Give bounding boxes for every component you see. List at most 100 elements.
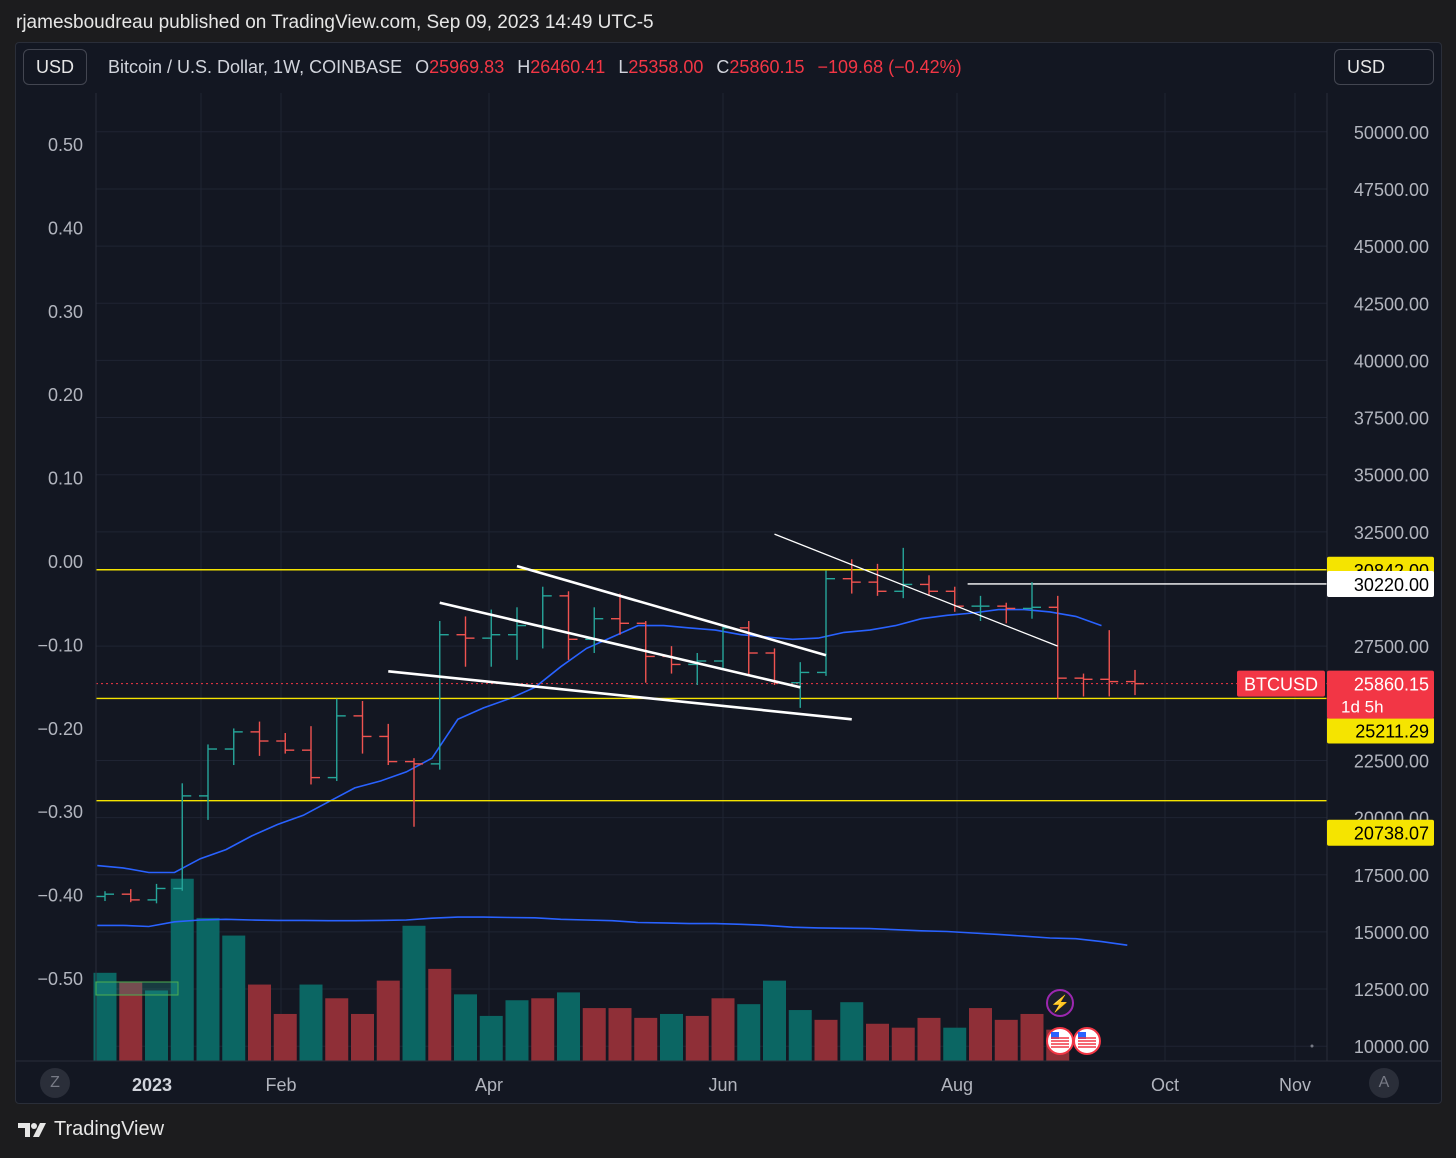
left-tick-label: −0.50 — [37, 969, 83, 989]
price-tick-label: 47500.00 — [1354, 180, 1429, 200]
left-tick-label: −0.40 — [37, 886, 83, 906]
volume-bar — [994, 1019, 1018, 1061]
moving-averages — [97, 608, 1128, 946]
ohlc-bars — [96, 547, 1144, 904]
volume-bar — [454, 994, 477, 1061]
level-tag-bg — [1327, 570, 1434, 597]
price-tick-label: 40000.00 — [1354, 351, 1429, 371]
brand-name: TradingView — [54, 1118, 165, 1140]
level-tag: 30220.00 — [1354, 575, 1429, 595]
trendline — [774, 533, 1058, 647]
volume-bar — [351, 1013, 374, 1061]
ticker-tag: BTCUSD — [1244, 675, 1318, 695]
volume-bar — [711, 998, 735, 1061]
highlight-box — [95, 981, 179, 996]
lightning-event-icon — [1046, 989, 1074, 1017]
last-price-tag-bg — [1327, 670, 1434, 719]
flag-canton — [1051, 1032, 1059, 1039]
high-value: 26460.41 — [530, 57, 606, 77]
volume-bar — [119, 982, 143, 1061]
volume-bar — [891, 1027, 915, 1061]
volume-bar — [248, 984, 271, 1061]
price-tick-label: 12500.00 — [1354, 980, 1429, 1000]
volume-bar — [814, 1019, 838, 1061]
low-value: 25358.00 — [628, 57, 704, 77]
close-value: 25860.15 — [729, 57, 805, 77]
volume-bar — [608, 1008, 632, 1061]
volume-bar — [840, 1002, 864, 1061]
price-tick-label: 17500.00 — [1354, 866, 1429, 886]
left-tick-label: 0.40 — [48, 218, 83, 238]
ticker-tag-bg — [1237, 670, 1325, 697]
trendline — [439, 601, 801, 689]
volume-bar — [660, 1013, 683, 1061]
volume-bar — [222, 935, 246, 1061]
zoom-z-button[interactable]: Z — [40, 1068, 70, 1098]
volume-bar — [273, 1013, 297, 1061]
left-tick-label: −0.10 — [37, 635, 83, 655]
volume-bar — [685, 1015, 709, 1061]
price-tick-label: 50000.00 — [1354, 123, 1429, 143]
price-tick-label: 42500.00 — [1354, 294, 1429, 314]
volume-bar — [788, 1010, 812, 1061]
footer-brand: TradingView — [18, 1118, 164, 1141]
axes: 50000.00 47500.00 45000.00 42500.00 40000.00… — [16, 93, 1441, 1095]
time-tick-label: Aug — [941, 1075, 973, 1095]
left-tick-label: 0.10 — [48, 469, 83, 489]
price-tick-label: 27500.00 — [1354, 637, 1429, 657]
chart-frame: 50000.00 47500.00 45000.00 42500.00 40000.00… — [15, 42, 1442, 1104]
auto-scale-button[interactable]: A — [1369, 1068, 1399, 1098]
volume-bar — [325, 998, 349, 1061]
price-tick-label: 22500.00 — [1354, 751, 1429, 771]
volume-bar — [1020, 1013, 1044, 1061]
low-label: L — [618, 57, 629, 77]
high-label: H — [517, 57, 531, 77]
volume-bar — [763, 980, 786, 1061]
time-tick-label: Nov — [1279, 1075, 1311, 1095]
volume-bar — [145, 990, 168, 1061]
time-tick-label: Oct — [1151, 1075, 1179, 1095]
published-header: rjamesboudreau published on TradingView.… — [16, 12, 654, 33]
volume-bar — [969, 1008, 992, 1061]
horizontal-levels — [96, 569, 1327, 802]
volume-bar — [479, 1015, 503, 1061]
flag-canton — [1078, 1032, 1086, 1039]
dot-marker — [1310, 1044, 1314, 1048]
volume-bar — [943, 1027, 967, 1061]
trendline — [388, 670, 852, 721]
left-currency-button[interactable]: USD — [23, 49, 87, 85]
lightning-glyph: ⚡ — [1050, 994, 1070, 1013]
price-chart[interactable]: 50000.00 47500.00 45000.00 42500.00 40000.00… — [16, 43, 1441, 1103]
level-tag-bg — [1327, 819, 1434, 846]
last-price-value: 25860.15 — [1354, 675, 1429, 695]
price-tick-label: 10000.00 — [1354, 1037, 1429, 1057]
volume-bar — [634, 1017, 658, 1061]
right-currency-button[interactable]: USD — [1334, 49, 1434, 85]
volume-bar — [170, 878, 194, 1061]
volume-bar — [737, 1004, 761, 1061]
left-tick-label: 0.30 — [48, 302, 83, 322]
ma-upper-line — [97, 608, 1102, 874]
left-tick-label: −0.30 — [37, 802, 83, 822]
ohlc-legend: Bitcoin / U.S. Dollar, 1W, COINBASE O259… — [108, 57, 962, 78]
price-tick-label: 15000.00 — [1354, 923, 1429, 943]
volume-bar — [557, 992, 580, 1061]
volume-bar — [505, 1000, 529, 1061]
ma-lower-line — [97, 916, 1128, 946]
left-tick-label: −0.20 — [37, 719, 83, 739]
grid — [96, 93, 1327, 1061]
price-tick-label: 32500.00 — [1354, 523, 1429, 543]
change-value: −109.68 (−0.42%) — [817, 57, 962, 77]
price-tick-label: 35000.00 — [1354, 466, 1429, 486]
level-tag: 20738.07 — [1354, 824, 1429, 844]
price-tick-label: 37500.00 — [1354, 409, 1429, 429]
tradingview-logo-icon — [18, 1122, 46, 1137]
volume-bar — [402, 925, 426, 1061]
volume-bar — [866, 1023, 889, 1061]
bar-countdown: 1d 5h — [1341, 698, 1384, 717]
open-value: 25969.83 — [429, 57, 505, 77]
volume-bar — [196, 917, 220, 1061]
volume-bar — [376, 980, 400, 1061]
chart-extras: ⚡ — [95, 981, 1314, 1055]
price-tick-label: 45000.00 — [1354, 237, 1429, 257]
